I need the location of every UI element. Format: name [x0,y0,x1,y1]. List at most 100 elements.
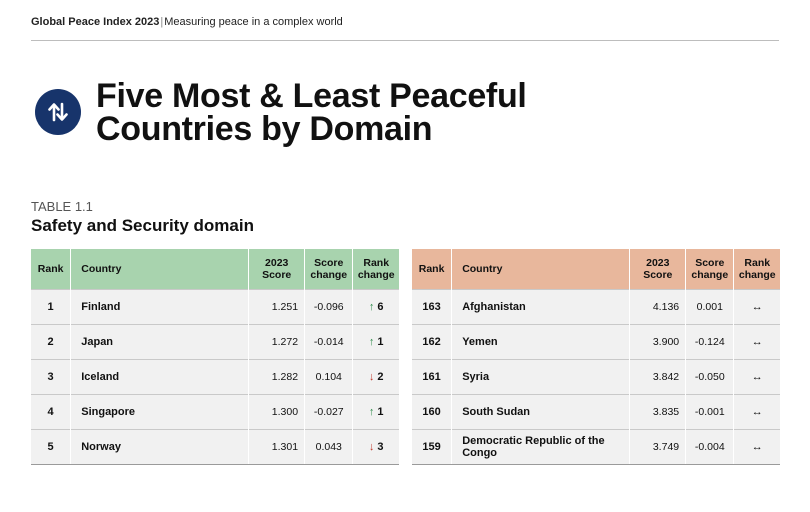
title-line-2: Countries by Domain [96,110,433,148]
table-row: 5 Norway 1.301 0.043 ↓ 3 [31,429,399,465]
col-country-header: Country [70,249,249,290]
country-cell: Afghanistan [451,289,630,325]
country-cell: Yemen [451,324,630,360]
rank-change-value: 6 [377,301,384,313]
table-row: 4 Singapore 1.300 -0.027 ↑ 1 [31,394,399,430]
report-subtitle: Measuring peace in a complex world [164,16,343,28]
col-score-change-header: Score change [685,249,734,290]
score-cell: 3.749 [629,429,686,465]
score-cell: 3.900 [629,324,686,360]
country-cell: South Sudan [451,394,630,430]
rank-cell: 1 [31,289,71,325]
rank-change-cell: ↑ 1 [352,394,399,430]
rank-cell: 159 [412,429,452,465]
rank-cell: 161 [412,359,452,395]
country-cell: Norway [70,429,249,465]
report-name: Global Peace Index 2023 [31,16,160,28]
rank-cell: 5 [31,429,71,465]
country-cell: Syria [451,359,630,395]
score-change-cell: 0.001 [685,289,734,325]
table-title: Safety and Security domain [31,216,254,235]
score-cell: 3.835 [629,394,686,430]
country-cell: Iceland [70,359,249,395]
score-cell: 1.272 [248,324,305,360]
arrow-down-icon: ↓ [368,371,375,383]
rank-change-cell: ↑ 6 [352,289,399,325]
rank-cell: 162 [412,324,452,360]
table-row: 160 South Sudan 3.835 -0.001 ↔ [412,394,780,430]
rank-cell: 4 [31,394,71,430]
page-title: Five Most & Least Peaceful Countries by … [96,79,527,148]
score-change-cell: -0.004 [685,429,734,465]
country-name: Finland [81,301,121,313]
table-row: 159 Democratic Republic of the Congo 3.749… [412,429,780,465]
country-name: Japan [81,336,114,348]
table-header-row: Rank Country 2023 Score Score change Ran… [31,249,399,290]
country-name: Singapore [81,406,136,418]
table-header-row: Rank Country 2023 Score Score change Ran… [412,249,780,290]
left-right-arrow-icon: ↔ [751,406,763,418]
country-name: Afghanistan [462,301,526,313]
col-score-header: 2023 Score [629,249,686,290]
country-name: Yemen [462,336,498,348]
country-name: Iceland [81,371,120,383]
score-change-cell: -0.027 [304,394,353,430]
table-row: 1 Finland 1.251 -0.096 ↑ 6 [31,289,399,325]
score-change-cell: -0.050 [685,359,734,395]
arrow-up-icon: ↑ [368,301,375,313]
page-header: Global Peace Index 2023|Measuring peace … [31,16,343,28]
score-change-cell: -0.096 [304,289,353,325]
score-cell: 4.136 [629,289,686,325]
least-peaceful-table: Rank Country 2023 Score Score change Ran… [412,249,780,465]
table-row: 2 Japan 1.272 -0.014 ↑ 1 [31,324,399,360]
table-row: 161 Syria 3.842 -0.050 ↔ [412,359,780,395]
rank-change-value: 1 [377,336,384,348]
col-score-change-header: Score change [304,249,353,290]
left-right-arrow-icon: ↔ [751,301,763,313]
header-divider [31,40,779,41]
score-cell: 1.301 [248,429,305,465]
score-change-cell: -0.001 [685,394,734,430]
arrow-up-icon: ↑ [368,406,375,418]
score-cell: 1.300 [248,394,305,430]
score-change-cell: -0.014 [304,324,353,360]
score-cell: 1.282 [248,359,305,395]
arrow-down-icon: ↓ [368,441,375,453]
table-number: TABLE 1.1 [31,199,93,214]
rank-cell: 160 [412,394,452,430]
left-right-arrow-icon: ↔ [751,441,763,453]
score-change-cell: -0.124 [685,324,734,360]
rank-change-value: 1 [377,406,384,418]
col-country-header: Country [451,249,630,290]
score-change-cell: 0.104 [304,359,353,395]
country-name: South Sudan [462,406,531,418]
rank-change-cell: ↔ [733,324,780,360]
country-cell: Singapore [70,394,249,430]
col-rank-change-header: Rank change [733,249,780,290]
left-right-arrow-icon: ↔ [751,371,763,383]
country-name: Democratic Republic of the Congo [462,435,605,459]
country-cell: Japan [70,324,249,360]
score-cell: 1.251 [248,289,305,325]
rank-cell: 2 [31,324,71,360]
rank-change-cell: ↓ 3 [352,429,399,465]
rank-change-cell: ↑ 1 [352,324,399,360]
table-row: 163 Afghanistan 4.136 0.001 ↔ [412,289,780,325]
rank-change-cell: ↓ 2 [352,359,399,395]
country-name: Norway [81,441,121,453]
rank-cell: 3 [31,359,71,395]
left-right-arrow-icon: ↔ [751,336,763,348]
table-row: 3 Iceland 1.282 0.104 ↓ 2 [31,359,399,395]
header-separator: | [160,16,164,28]
rank-change-cell: ↔ [733,429,780,465]
score-cell: 3.842 [629,359,686,395]
score-change-cell: 0.043 [304,429,353,465]
col-rank-header: Rank [31,249,71,290]
most-peaceful-table: Rank Country 2023 Score Score change Ran… [31,249,399,465]
table-row: 162 Yemen 3.900 -0.124 ↔ [412,324,780,360]
up-down-arrows-icon [35,89,81,135]
col-rank-change-header: Rank change [352,249,399,290]
country-name: Syria [462,371,490,383]
rank-change-cell: ↔ [733,289,780,325]
rank-cell: 163 [412,289,452,325]
